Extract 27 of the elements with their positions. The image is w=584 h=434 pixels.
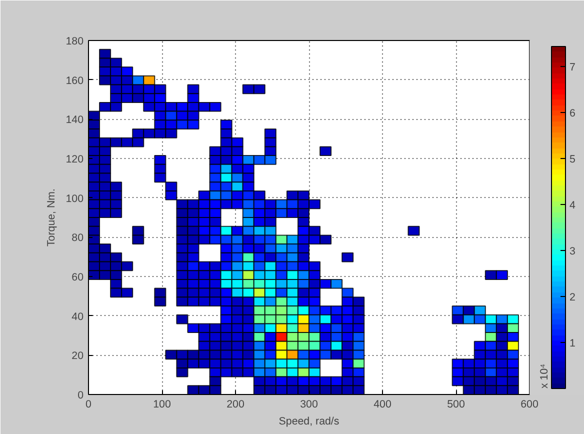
x-tick-label: 100 bbox=[153, 398, 171, 410]
color-bar-label: 4 bbox=[570, 200, 576, 212]
y-tick-label: 180 bbox=[66, 36, 84, 48]
color-bar-title: x 10⁴ bbox=[538, 363, 550, 388]
y-tick-label: 140 bbox=[66, 114, 84, 126]
color-bar-label: 5 bbox=[570, 154, 576, 166]
y-axis-title: Torque, Nm. bbox=[46, 188, 58, 247]
x-tick-label: 400 bbox=[374, 398, 392, 410]
x-tick-label: 600 bbox=[520, 398, 538, 410]
color-bar-label: 1 bbox=[570, 338, 576, 350]
color-bar-label: 7 bbox=[570, 62, 576, 74]
y-tick-label: 120 bbox=[66, 154, 84, 166]
color-bar-label: 2 bbox=[570, 292, 576, 304]
color-bar-label: 3 bbox=[570, 246, 576, 258]
y-tick-label: 20 bbox=[72, 350, 84, 362]
y-tick-label: 40 bbox=[72, 310, 84, 323]
x-tick-label: 200 bbox=[226, 398, 244, 410]
y-tick-label: 60 bbox=[72, 272, 84, 284]
y-tick-label: 0 bbox=[78, 390, 84, 402]
y-tick-label: 80 bbox=[72, 232, 84, 244]
y-tick-label: 100 bbox=[66, 192, 84, 205]
x-tick-label: 500 bbox=[447, 398, 465, 410]
color-bar-label: 6 bbox=[570, 108, 576, 120]
x-axis-title: Speed, rad/s bbox=[278, 416, 340, 428]
x-tick-label: 300 bbox=[300, 398, 318, 410]
x-tick-label: 0 bbox=[86, 398, 92, 410]
y-tick-label: 160 bbox=[66, 74, 84, 87]
